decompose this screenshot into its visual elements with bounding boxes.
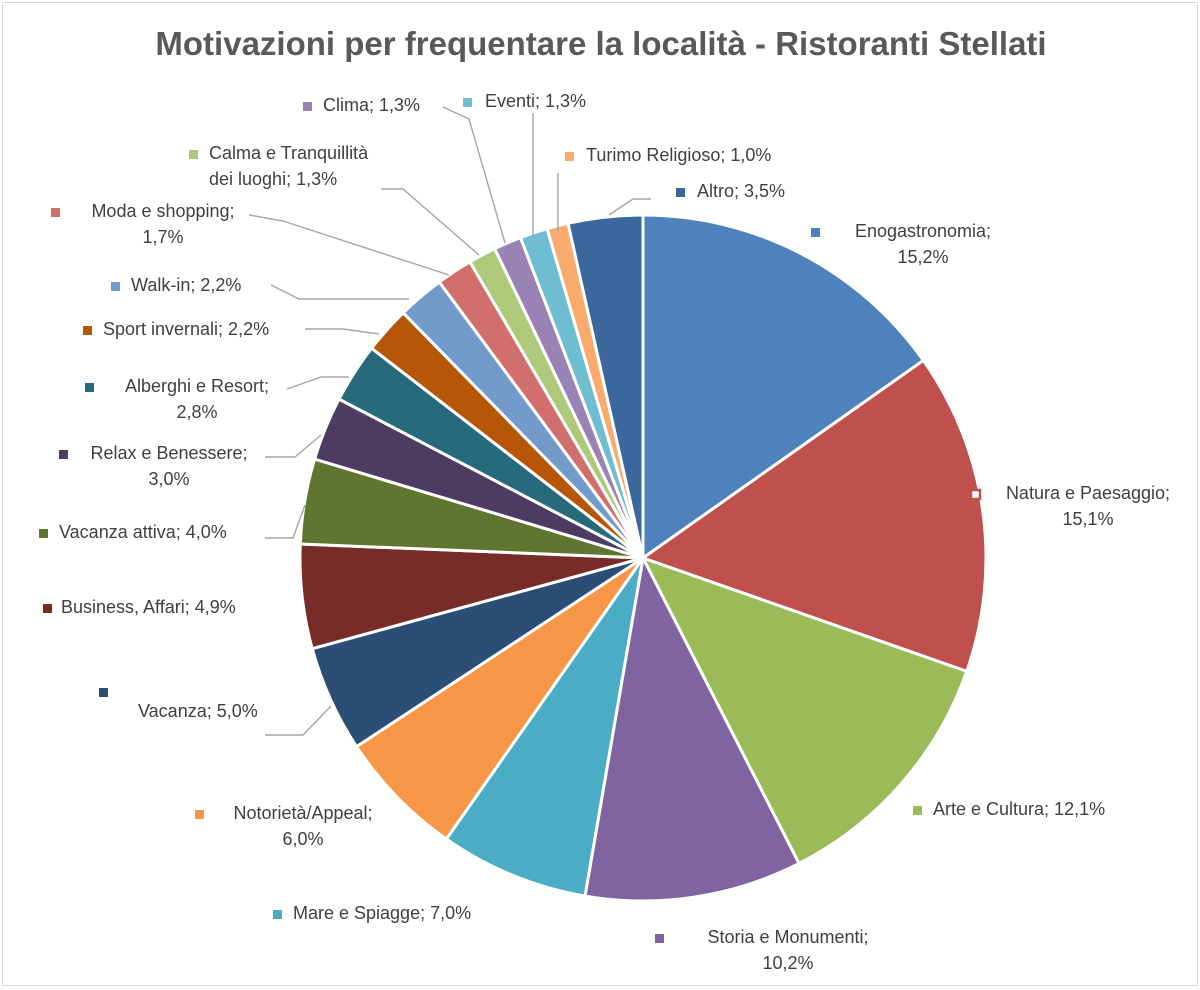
pie-slice-natura-e-paesaggio [639,358,988,674]
chart-title: Motivazioni per frequentare la località … [155,25,1047,62]
label-key-arte-e-cultura [913,806,922,815]
label-key-moda-e-shopping [51,208,60,217]
pie-chart: Enogastronomia; 15,2% Natura e Paesaggio; 1… [39,91,1170,973]
leader-line-clima [442,106,506,244]
data-label-vacanza: Vacanza; 5,0% [138,701,258,721]
data-label-notorieta-appeal: Notorietà/Appeal; 6,0% [233,803,372,849]
leader-line-sport-invernali [305,328,380,335]
pie-slice-enogastronomia [641,213,926,561]
data-label-clima: Clima; 1,3% [323,95,420,115]
label-key-clima [303,102,312,111]
leader-line-altro [608,198,651,216]
label-key-eventi [463,98,472,107]
leader-line-moda-e-shopping [248,214,450,276]
slices-layer [298,213,988,903]
label-key-vacanza-attiva [39,529,48,538]
data-label-vacanza-attiva: Vacanza attiva; 4,0% [59,522,227,542]
data-label-walk-in: Walk-in; 2,2% [131,275,241,295]
data-label-storia-e-monumenti: Storia e Monumenti; 10,2% [707,927,868,973]
label-key-business-affari [43,604,52,613]
leader-line-vacanza-attiva [265,504,306,539]
label-key-altro [676,188,685,197]
leader-lines-layer [248,106,651,736]
leader-line-calma-e-tranquillita-dei-luoghi [381,188,480,256]
label-key-natura-e-paesaggio [969,488,982,501]
label-key-calma-e-tranquillita-dei-luoghi [189,150,198,159]
data-label-turimo-religioso: Turimo Religioso; 1,0% [586,145,771,165]
data-label-enogastronomia: Enogastronomia; 15,2% [855,221,991,267]
label-key-alberghi-e-resort [85,383,94,392]
data-label-arte-e-cultura: Arte e Cultura; 12,1% [933,799,1105,819]
data-label-sport-invernali: Sport invernali; 2,2% [103,319,269,339]
label-key-enogastronomia [811,228,820,237]
label-key-mare-e-spiagge [273,910,282,919]
label-key-turimo-religioso [565,152,574,161]
pie-slice-mare-e-spiagge [444,557,645,898]
label-key-walk-in [111,282,120,291]
leader-line-relax-e-benessere [265,434,322,458]
data-label-altro: Altro; 3,5% [697,181,785,201]
leader-line-alberghi-e-resort [286,376,349,390]
pie-slice-notorieta-appeal [354,556,645,842]
data-label-eventi: Eventi; 1,3% [485,91,586,111]
pie-slice-arte-e-cultura [639,555,969,866]
label-key-notorieta-appeal [195,810,204,819]
label-key-sport-invernali [83,326,92,335]
pie-slice-storia-e-monumenti [583,553,802,903]
data-label-relax-e-benessere: Relax e Benessere; 3,0% [90,443,247,489]
leader-line-walk-in [270,284,409,300]
label-key-storia-e-monumenti [655,934,664,943]
pie-slice-altro [566,213,645,559]
data-label-natura-e-paesaggio: Natura e Paesaggio; 15,1% [1006,483,1170,529]
data-label-moda-e-shopping: Moda e shopping; 1,7% [91,201,234,247]
leader-line-vacanza [265,705,332,736]
data-label-calma-e-tranquillita-dei-luoghi: Calma e Tranquillità dei luoghi; 1,3% [209,143,369,189]
data-label-alberghi-e-resort: Alberghi e Resort; 2,8% [125,376,269,422]
data-label-business-affari: Business, Affari; 4,9% [61,597,236,617]
data-label-mare-e-spiagge: Mare e Spiagge; 7,0% [293,903,471,923]
data-labels-layer: Enogastronomia; 15,2% Natura e Paesaggio; 1… [39,91,1170,973]
label-key-vacanza [99,688,108,697]
label-key-relax-e-benessere [59,450,68,459]
